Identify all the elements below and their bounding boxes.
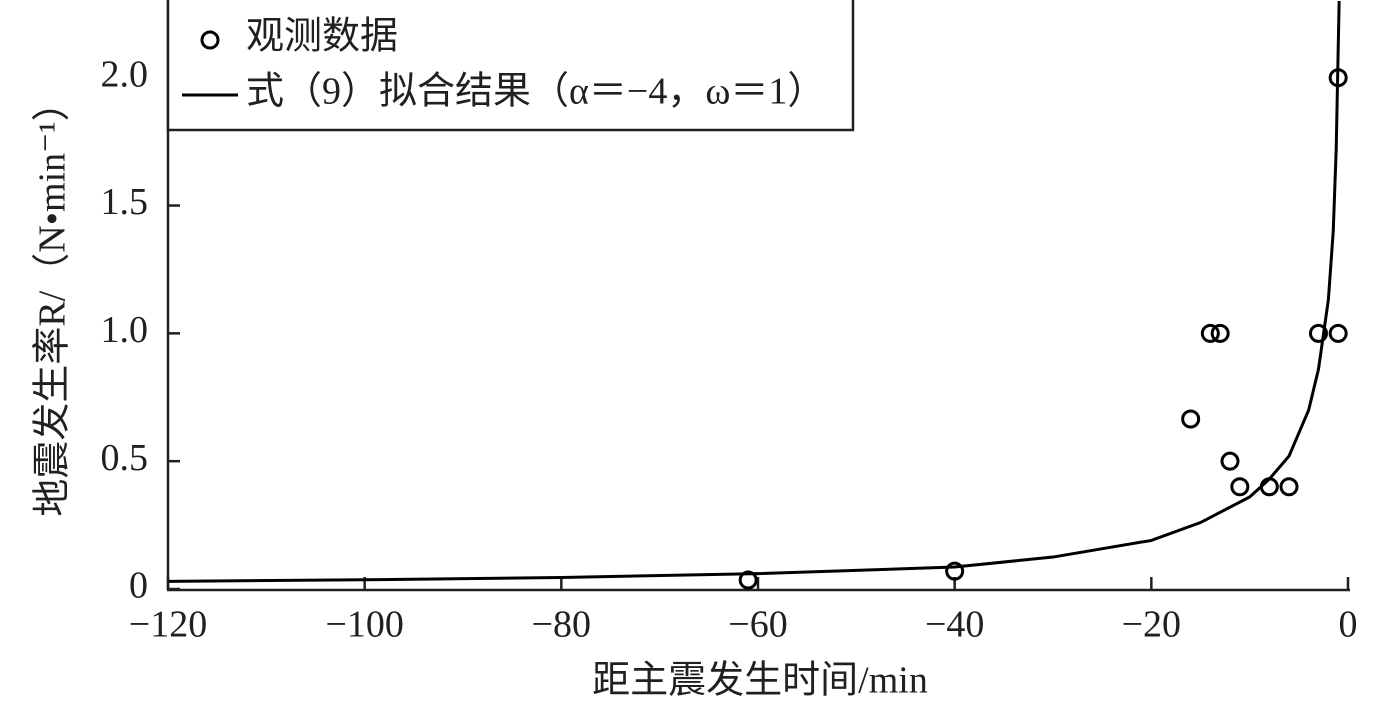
x-axis-label: 距主震发生时间/min [592, 660, 928, 702]
data-point [1259, 477, 1279, 497]
data-point [738, 570, 758, 590]
fit-curve [168, 0, 1341, 583]
x-tick-label: −60 [728, 604, 787, 646]
x-tick-label: −80 [532, 604, 591, 646]
y-tick-label: 0 [129, 565, 148, 607]
x-tick-label: 0 [1339, 604, 1358, 646]
legend-box [166, 0, 855, 132]
legend-marker [200, 30, 220, 50]
data-point [1181, 409, 1201, 429]
x-tick-label: −20 [1122, 604, 1181, 646]
y-tick-label: 2.0 [101, 53, 149, 95]
data-point [1230, 477, 1250, 497]
data-point [1200, 323, 1220, 343]
x-tick-label: −120 [129, 604, 207, 646]
data-point [1220, 451, 1240, 471]
y-tick-label: 1.5 [101, 181, 149, 223]
data-point [1210, 323, 1230, 343]
data-point [1279, 477, 1299, 497]
y-tick-label: 0.5 [101, 437, 149, 479]
legend-label: 观测数据 [246, 16, 398, 58]
data-point [1328, 323, 1348, 343]
data-point [945, 561, 965, 581]
legend-label: 式（9）拟合结果（α＝−4，ω＝1） [246, 71, 825, 113]
y-axis-label: 地震发生率R/（N•min⁻¹） [32, 83, 74, 516]
x-tick-label: −100 [325, 604, 403, 646]
plot-area [168, 0, 1348, 590]
data-point [1309, 323, 1328, 343]
x-tick-label: −40 [925, 604, 984, 646]
y-tick-label: 1.0 [101, 309, 149, 351]
